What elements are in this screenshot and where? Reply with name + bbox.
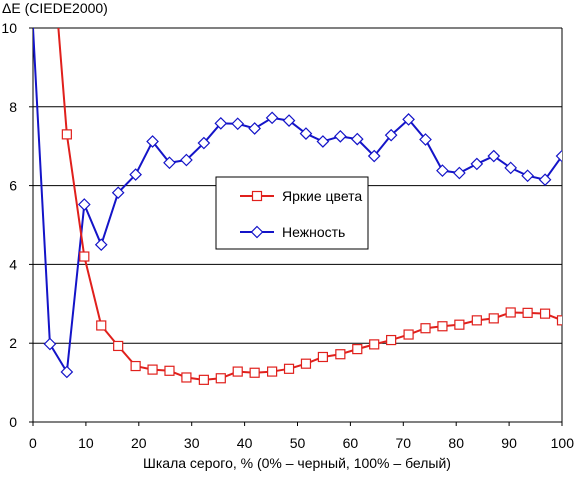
x-tick-label: 10 [78,435,94,451]
x-tick-label: 100 [551,435,574,451]
data-point [522,307,533,318]
x-tick-label: 70 [396,435,412,451]
data-point [299,127,313,140]
x-tick-label: 50 [290,435,306,451]
y-tick-label: 10 [1,20,17,36]
data-point [504,161,518,175]
data-point [384,128,398,142]
data-point [113,340,124,352]
data-point [454,319,465,330]
data-point [164,365,175,376]
data-point [334,130,347,143]
data-point [316,135,330,148]
data-point [163,156,176,170]
data-point [96,320,107,331]
data-point [403,329,414,340]
data-point [317,351,328,363]
marker-layer [43,111,562,385]
data-point [129,168,142,181]
data-point [180,153,193,167]
data-point [350,132,364,146]
x-tick-label: 80 [448,435,464,451]
data-point [420,323,431,334]
x-tick-label: 20 [131,435,147,451]
data-point [267,366,278,377]
data-point [402,113,415,126]
data-point [282,114,296,127]
data-point [43,337,57,351]
data-point [265,111,279,125]
data-point [538,173,552,187]
y-axis-title: ΔE (CIEDE2000) [2,0,108,16]
data-point [555,149,562,163]
data-point [232,366,243,377]
data-point [214,116,228,130]
data-point [215,373,226,384]
data-point [249,367,260,378]
data-point [198,374,209,385]
legend-box [215,176,369,250]
x-tick-label: 90 [501,435,517,451]
x-axis-title: Шкала серого, % (0% – черный, 100% – бел… [143,455,451,471]
data-point [61,129,72,140]
legend-marker [251,190,263,202]
y-tick-label: 4 [9,256,17,272]
y-tick-label: 8 [9,99,17,115]
x-tick-label: 60 [343,435,359,451]
legend-label: Нежность [282,224,345,240]
data-point [419,133,432,146]
data-point [436,164,449,177]
data-point [367,149,381,163]
y-tick-label: 0 [9,414,17,430]
data-point [231,117,245,131]
legend: Яркие цвета Нежность [215,176,369,250]
data-point [130,360,141,372]
y-tick-label: 6 [9,178,17,194]
data-point [505,307,516,318]
data-point [147,364,158,375]
data-point [488,313,499,324]
data-point [437,321,448,332]
legend-marker [250,225,264,239]
data-point [248,122,261,135]
data-point [335,349,346,360]
data-point [470,157,484,171]
data-point [94,238,108,252]
x-tick-label: 0 [29,435,37,451]
data-point [300,358,312,369]
axes [29,27,563,426]
y-tick-label: 2 [9,335,17,351]
data-point [453,166,466,180]
legend-label: Яркие цвета [282,188,362,204]
data-point [111,186,125,200]
data-point [487,149,501,163]
data-point [352,344,363,355]
data-point [197,136,211,150]
data-point [521,169,534,183]
data-point [181,372,192,383]
x-tick-label: 30 [184,435,200,451]
data-point [369,339,380,350]
data-point [471,315,482,326]
data-point [146,135,159,148]
x-tick-label: 40 [237,435,253,451]
data-point [60,365,74,379]
data-point [539,308,551,319]
data-point [79,251,90,262]
data-point [283,363,295,374]
data-point [386,334,397,346]
data-point [556,315,562,326]
data-point [77,198,91,211]
